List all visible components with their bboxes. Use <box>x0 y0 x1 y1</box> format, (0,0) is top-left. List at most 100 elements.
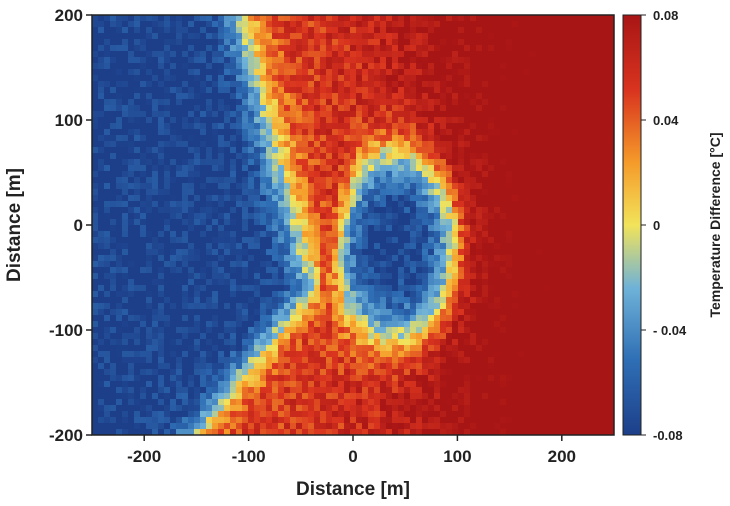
heatmap-cell <box>308 51 314 57</box>
heatmap-cell <box>368 261 374 267</box>
heatmap-cell <box>296 255 302 261</box>
heatmap-cell <box>314 303 320 309</box>
heatmap-cell <box>584 57 590 63</box>
heatmap-cell <box>212 225 218 231</box>
heatmap-cell <box>548 201 554 207</box>
heatmap-cell <box>386 231 392 237</box>
heatmap-cell <box>536 159 542 165</box>
heatmap-cell <box>350 219 356 225</box>
heatmap-cell <box>158 153 164 159</box>
heatmap-cell <box>242 177 248 183</box>
heatmap-cell <box>206 99 212 105</box>
heatmap-cell <box>380 99 386 105</box>
heatmap-cell <box>242 255 248 261</box>
heatmap-cell <box>104 87 110 93</box>
heatmap-cell <box>302 285 308 291</box>
heatmap-cell <box>110 249 116 255</box>
heatmap-cell <box>542 69 548 75</box>
heatmap-cell <box>272 315 278 321</box>
heatmap-cell <box>164 345 170 351</box>
heatmap-cell <box>428 39 434 45</box>
heatmap-cell <box>224 201 230 207</box>
heatmap-cell <box>272 99 278 105</box>
heatmap-cell <box>398 57 404 63</box>
heatmap-cell <box>440 219 446 225</box>
heatmap-cell <box>110 99 116 105</box>
heatmap-cell <box>590 39 596 45</box>
heatmap-cell <box>590 111 596 117</box>
heatmap-cell <box>116 69 122 75</box>
heatmap-cell <box>440 123 446 129</box>
heatmap-cell <box>242 15 248 21</box>
heatmap-cell <box>326 297 332 303</box>
heatmap-cell <box>428 237 434 243</box>
heatmap-cell <box>380 297 386 303</box>
heatmap-cell <box>512 291 518 297</box>
heatmap-cell <box>140 171 146 177</box>
heatmap-cell <box>182 87 188 93</box>
heatmap-cell <box>602 225 608 231</box>
heatmap-cell <box>248 81 254 87</box>
heatmap-cell <box>320 357 326 363</box>
heatmap-cell <box>602 75 608 81</box>
heatmap-cell <box>368 243 374 249</box>
heatmap-cell <box>560 339 566 345</box>
heatmap-cell <box>206 135 212 141</box>
heatmap-cell <box>296 129 302 135</box>
heatmap-cell <box>152 315 158 321</box>
heatmap-cell <box>290 63 296 69</box>
heatmap-cell <box>392 231 398 237</box>
heatmap-cell <box>140 105 146 111</box>
heatmap-cell <box>182 111 188 117</box>
heatmap-cell <box>560 123 566 129</box>
heatmap-cell <box>548 309 554 315</box>
heatmap-cell <box>572 87 578 93</box>
heatmap-cell <box>572 207 578 213</box>
heatmap-cell <box>506 165 512 171</box>
heatmap-cell <box>452 57 458 63</box>
heatmap-cell <box>410 249 416 255</box>
heatmap-cell <box>416 159 422 165</box>
heatmap-cell <box>272 219 278 225</box>
heatmap-cell <box>344 243 350 249</box>
heatmap-cell <box>308 249 314 255</box>
heatmap-cell <box>560 333 566 339</box>
heatmap-cell <box>122 351 128 357</box>
heatmap-cell <box>170 327 176 333</box>
heatmap-cell <box>590 225 596 231</box>
heatmap-cell <box>182 27 188 33</box>
heatmap-cell <box>344 345 350 351</box>
heatmap-cell <box>518 159 524 165</box>
heatmap-cell <box>194 261 200 267</box>
heatmap-cell <box>464 249 470 255</box>
heatmap-cell <box>524 273 530 279</box>
heatmap-cell <box>608 249 614 255</box>
heatmap-cell <box>434 147 440 153</box>
heatmap-cell <box>590 213 596 219</box>
heatmap-cell <box>608 99 614 105</box>
heatmap-cell <box>122 183 128 189</box>
heatmap-cell <box>464 333 470 339</box>
heatmap-cell <box>164 75 170 81</box>
heatmap-cell <box>476 171 482 177</box>
heatmap-cell <box>128 255 134 261</box>
heatmap-cell <box>344 279 350 285</box>
heatmap-cell <box>332 327 338 333</box>
heatmap-cell <box>272 321 278 327</box>
heatmap-cell <box>224 105 230 111</box>
heatmap-cell <box>338 99 344 105</box>
heatmap-cell <box>206 147 212 153</box>
heatmap-cell <box>164 273 170 279</box>
heatmap-cell <box>428 213 434 219</box>
heatmap-cell <box>254 327 260 333</box>
heatmap-cell <box>392 39 398 45</box>
heatmap-cell <box>362 315 368 321</box>
heatmap-cell <box>596 111 602 117</box>
heatmap-cell <box>128 171 134 177</box>
heatmap-cell <box>428 159 434 165</box>
heatmap-cell <box>176 309 182 315</box>
heatmap-cell <box>230 147 236 153</box>
heatmap-cell <box>440 63 446 69</box>
heatmap-cell <box>380 183 386 189</box>
heatmap-cell <box>218 75 224 81</box>
